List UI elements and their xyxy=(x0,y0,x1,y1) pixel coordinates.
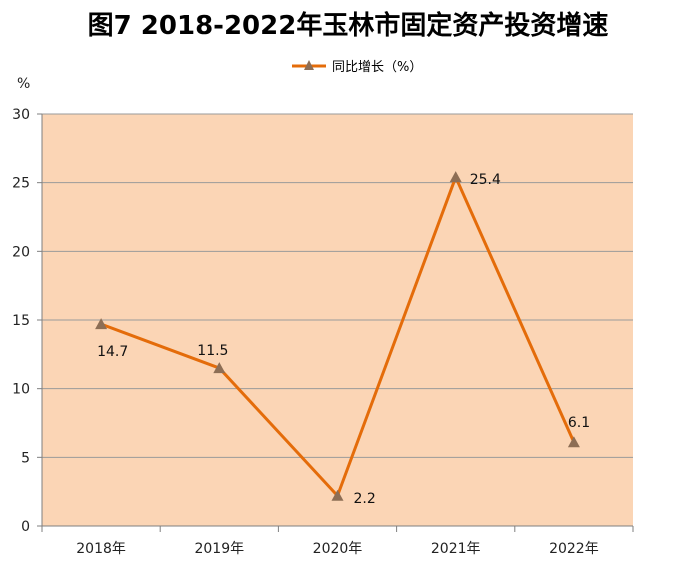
chart-title: 图7 2018-2022年玉林市固定资产投资增速 xyxy=(88,10,609,41)
legend: 同比增长（%） xyxy=(292,60,422,75)
y-tick-label: 20 xyxy=(12,244,30,260)
data-label: 14.7 xyxy=(97,344,128,360)
x-tick-label: 2019年 xyxy=(194,541,244,557)
data-label: 2.2 xyxy=(354,491,376,507)
y-axis-ticks: 0 5 10 15 20 25 30 xyxy=(12,107,42,535)
data-label: 6.1 xyxy=(568,415,590,431)
data-point-marker xyxy=(213,362,226,374)
y-tick-label: 30 xyxy=(12,107,30,123)
x-tick-label: 2022年 xyxy=(549,541,599,557)
series-group: 14.7 11.5 2.2 25.4 6.1 xyxy=(95,171,590,507)
data-label: 11.5 xyxy=(197,343,228,359)
data-point-marker xyxy=(449,171,462,183)
x-axis-ticks: 2018年 2019年 2020年 2021年 2022年 xyxy=(41,526,634,557)
y-tick-label: 25 xyxy=(12,176,30,192)
data-point-marker xyxy=(567,436,580,448)
legend-marker-swatch xyxy=(304,60,314,70)
gridlines xyxy=(42,113,633,458)
x-tick-label: 2021年 xyxy=(431,541,481,557)
y-tick-label: 15 xyxy=(12,313,30,329)
y-tick-label: 5 xyxy=(21,450,30,466)
legend-label: 同比增长（%） xyxy=(332,60,422,75)
x-tick-label: 2018年 xyxy=(76,541,126,557)
x-tick-label: 2020年 xyxy=(313,541,363,557)
data-label: 25.4 xyxy=(470,172,501,188)
y-tick-label: 0 xyxy=(21,519,30,535)
y-axis-unit: % xyxy=(17,76,30,92)
data-point-marker xyxy=(331,489,344,501)
y-tick-label: 10 xyxy=(12,382,30,398)
data-point-marker xyxy=(95,318,108,330)
